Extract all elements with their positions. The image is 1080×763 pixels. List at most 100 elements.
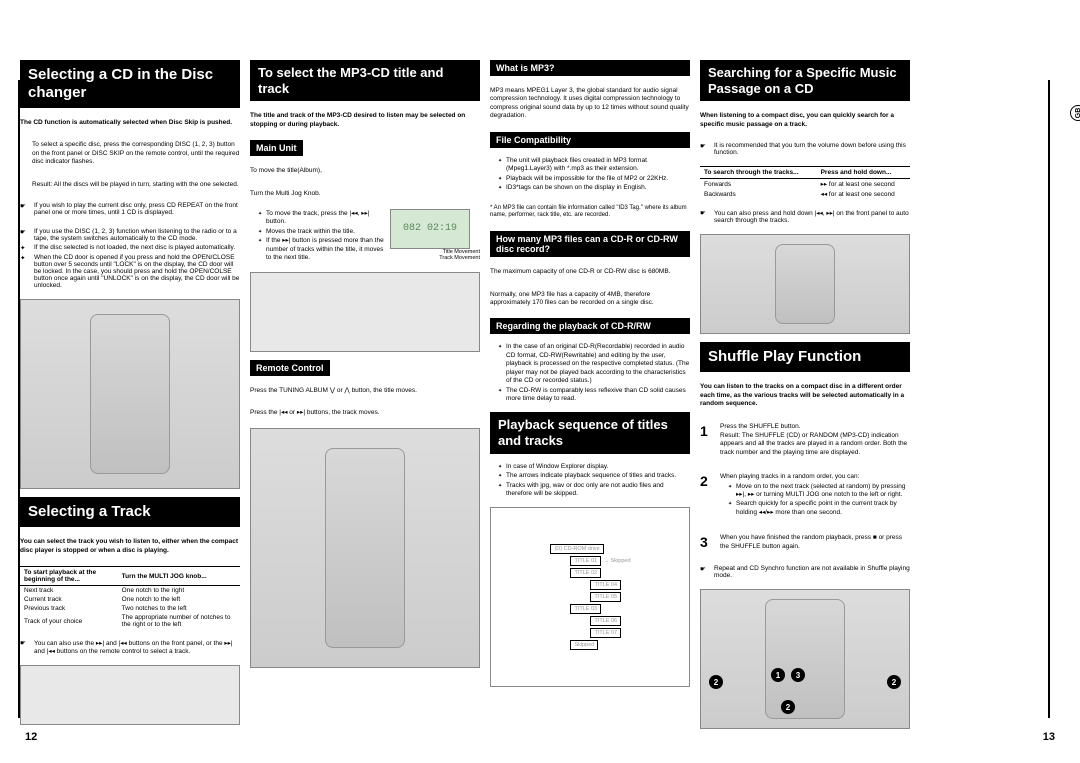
note-text: If you wish to play the current disc onl… (34, 202, 240, 216)
note-track-buttons: ☛ You can also use the ▸▸| and |◂◂ butto… (20, 639, 240, 655)
step-num: 1 (700, 423, 714, 457)
td: Track of your choice (20, 613, 118, 629)
note: If you use the DISC (1, 2, 3) function w… (34, 228, 240, 242)
note-shuffle: ☛ Repeat and CD Synchro function are not… (700, 565, 910, 579)
callout: 2 (887, 675, 901, 689)
note-text: Repeat and CD Synchro function are not a… (714, 565, 910, 579)
node: TITLE 05 (590, 592, 621, 602)
step-text: When you have finished the random playba… (720, 534, 910, 551)
li: ID3*tags can be shown on the display in … (498, 184, 690, 192)
gb-badge: GB (1070, 105, 1080, 121)
label: Skipped (611, 558, 631, 564)
li: In the case of an original CD-R(Recordab… (498, 343, 690, 385)
step-num: 2 (700, 473, 714, 518)
track-table: To start playback at the beginning of th… (20, 566, 240, 629)
step-result: Result: The SHUFFLE (CD) or RANDOM (MP3-… (720, 432, 910, 457)
pointer-icon: ☛ (20, 228, 30, 242)
column-1: Selecting a CD in the Disc changer The C… (20, 60, 240, 729)
gb-label: GB (1070, 105, 1080, 121)
li: If the ▸▸| button is pressed more than t… (258, 237, 384, 262)
column-4: Searching for a Specific Music Passage o… (700, 60, 910, 729)
title-searching: Searching for a Specific Music Passage o… (700, 60, 910, 101)
cd-bullet-1: To select a specific disc, press the cor… (20, 141, 240, 166)
li: The unit will playback files created in … (498, 157, 690, 174)
shuffle-intro: You can listen to the tracks on a compac… (700, 383, 910, 408)
mu-text-2: Turn the Multi Jog Knob. (250, 190, 480, 198)
th: To search through the tracks... (700, 167, 817, 179)
rc-text-1: Press the TUNING ALBUM ⋁ or ⋀ button, th… (250, 387, 480, 395)
callout: 2 (709, 675, 723, 689)
li: Playback will be impossible for the file… (498, 175, 690, 183)
page-divider-right (1048, 80, 1050, 718)
pointer-icon: ☛ (700, 209, 710, 224)
unit-image (20, 665, 240, 725)
td: Previous track (20, 604, 118, 613)
remote-image-4: 2 1 3 2 2 (700, 589, 910, 729)
td: One notch to the left (118, 595, 240, 604)
page-number-right: 13 (1043, 731, 1055, 743)
rw-list: In the case of an original CD-R(Recordab… (490, 342, 690, 404)
td: Two notches to the left (118, 604, 240, 613)
th: Press and hold down... (817, 167, 910, 179)
intro-track: You can select the track you wish to lis… (20, 538, 240, 555)
mp3-desc: MP3 means MPEG1 Layer 3, the global stan… (490, 87, 690, 121)
pointer-icon: ☛ (700, 142, 710, 156)
manual-spread: Selecting a CD in the Disc changer The C… (0, 0, 1080, 749)
p3b: Normally, one MP3 file has a capacity of… (490, 291, 690, 308)
page-number-left: 12 (25, 731, 37, 743)
node: TITLE 07 (590, 628, 621, 638)
note-text: You can also press and hold down |◂◂, ▸▸… (714, 209, 910, 224)
cd-bullet-2: Result: All the discs will be played in … (20, 181, 240, 189)
intro-cd: The CD function is automatically selecte… (20, 119, 240, 127)
sub-what-mp3: What is MP3? (490, 60, 690, 76)
node: TITLE 01 (570, 556, 601, 566)
sub-main-unit: Main Unit (250, 140, 303, 156)
column-2: To select the MP3-CD title and track The… (250, 60, 480, 729)
th: To start playback at the beginning of th… (20, 567, 118, 586)
step-num: 3 (700, 534, 714, 551)
step-text: When playing tracks in a random order, y… (720, 473, 910, 481)
tree-diagram: (D) CD-ROM drive TITLE 01 → Skipped TITL… (490, 507, 690, 687)
li: To move the track, press the |◂◂, ▸▸| bu… (258, 210, 384, 227)
li: The arrows indicate playback sequence of… (498, 472, 690, 480)
step-3: 3 When you have finished the random play… (700, 534, 910, 551)
node: TITLE 06 (590, 616, 621, 626)
title-mp3-select: To select the MP3-CD title and track (250, 60, 480, 101)
step-1: 1 Press the SHUFFLE button. Result: The … (700, 423, 910, 457)
mu-bullets: To move the track, press the |◂◂, ▸▸| bu… (250, 210, 384, 263)
td: ▸▸ for at least one second (817, 179, 910, 190)
note: When the CD door is opened if you press … (34, 254, 240, 289)
node: Skipped (570, 640, 598, 650)
td: Backwards (700, 189, 817, 199)
pb-list: In case of Window Explorer display. The … (490, 462, 690, 500)
pointer-icon: ☛ (20, 202, 30, 216)
fc-note: * An MP3 file can contain file informati… (490, 205, 690, 221)
remote-image-2 (250, 428, 480, 668)
main-unit-image (250, 272, 480, 352)
node: TITLE 02 (570, 568, 601, 578)
notes-block: ☛ If you use the DISC (1, 2, 3) function … (20, 226, 240, 291)
pointer-icon: ☛ (20, 639, 30, 655)
rc-text-2: Press the |◂◂ or ▸▸| buttons, the track … (250, 409, 480, 417)
remote-image-1 (20, 299, 240, 489)
td: Next track (20, 586, 118, 596)
title-selecting-cd: Selecting a CD in the Disc changer (20, 60, 240, 108)
column-3: What is MP3? MP3 means MPEG1 Layer 3, th… (490, 60, 690, 729)
step-text: Press the SHUFFLE button. (720, 423, 910, 431)
td: Forwards (700, 179, 817, 190)
note: If the disc selected is not loaded, the … (34, 244, 240, 252)
bullet-icon: ✦ (20, 254, 30, 289)
node-root: (D) CD-ROM drive (550, 544, 603, 554)
note-text: It is recommended that you turn the volu… (714, 142, 910, 156)
li: Moves the track within the title. (258, 228, 384, 236)
step-2: 2 When playing tracks in a random order,… (700, 473, 910, 518)
bullet-icon: ✦ (20, 244, 30, 252)
sub-how-many: How many MP3 files can a CD-R or CD-RW d… (490, 231, 690, 257)
p3a: The maximum capacity of one CD-R or CD-R… (490, 268, 690, 276)
mu-text-1: To move the title(Album), (250, 167, 480, 175)
li: Tracks with jpg, wav or doc only are not… (498, 482, 690, 499)
sub-cdrw: Regarding the playback of CD-R/RW (490, 318, 690, 334)
li: Move on to the next track (selected at r… (728, 483, 910, 500)
remote-image-3 (700, 234, 910, 334)
lcd-display: 082 02:19 (390, 209, 470, 249)
